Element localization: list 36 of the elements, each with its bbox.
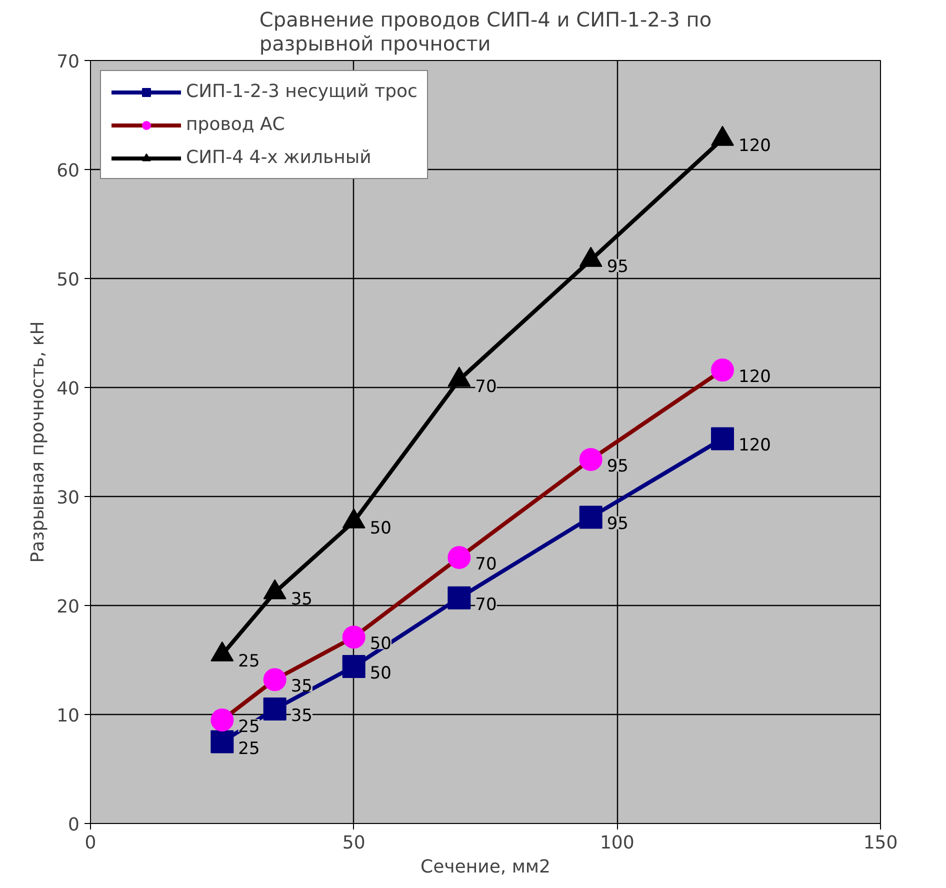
annotation: 70 (475, 376, 497, 397)
annotation: 95 (606, 256, 628, 277)
annotation: 95 (606, 456, 628, 476)
annotation: 25 (238, 652, 260, 672)
annotation: 120 (738, 367, 771, 388)
y-tick-label: 60 (56, 160, 80, 182)
annotation: 70 (475, 554, 497, 575)
x-tick-label: 100 (600, 832, 634, 854)
legend-label: СИП-1-2-3 несущий трос (186, 81, 418, 102)
legend-label: провод АС (186, 114, 285, 135)
annotation: 120 (738, 136, 771, 156)
annotation: 70 (475, 594, 497, 615)
annotation: 50 (370, 634, 392, 654)
annotation: 35 (290, 676, 312, 697)
annotation: 25 (238, 738, 260, 759)
annotation: 120 (738, 436, 771, 456)
annotation: 50 (370, 664, 392, 684)
chart-title: Сравнение проводов СИП-4 и СИП-1-2-3 по разрывной прочности (259, 8, 712, 56)
legend-label: СИП-4 4-х жильный (186, 147, 372, 168)
y-tick-label: 0 (68, 814, 80, 836)
annotation: 25 (238, 716, 260, 737)
y-tick-label: 20 (56, 596, 80, 618)
y-axis-title: Разрывная прочность, кН (28, 321, 49, 563)
annotation: 35 (290, 589, 312, 610)
y-tick-label: 70 (56, 52, 80, 72)
x-tick-label: 150 (863, 832, 898, 854)
x-tick-label: 50 (342, 832, 366, 854)
annotation: 35 (290, 706, 312, 726)
annotation: 50 (370, 518, 392, 539)
y-tick-label: 40 (56, 378, 80, 400)
y-tick-label: 50 (56, 270, 80, 290)
annotation: 95 (606, 514, 628, 534)
y-tick-label: 10 (56, 706, 80, 726)
x-tick-label: 0 (84, 832, 96, 854)
y-tick-label: 30 (56, 488, 80, 508)
x-axis-title: Сечение, мм2 (420, 856, 550, 878)
